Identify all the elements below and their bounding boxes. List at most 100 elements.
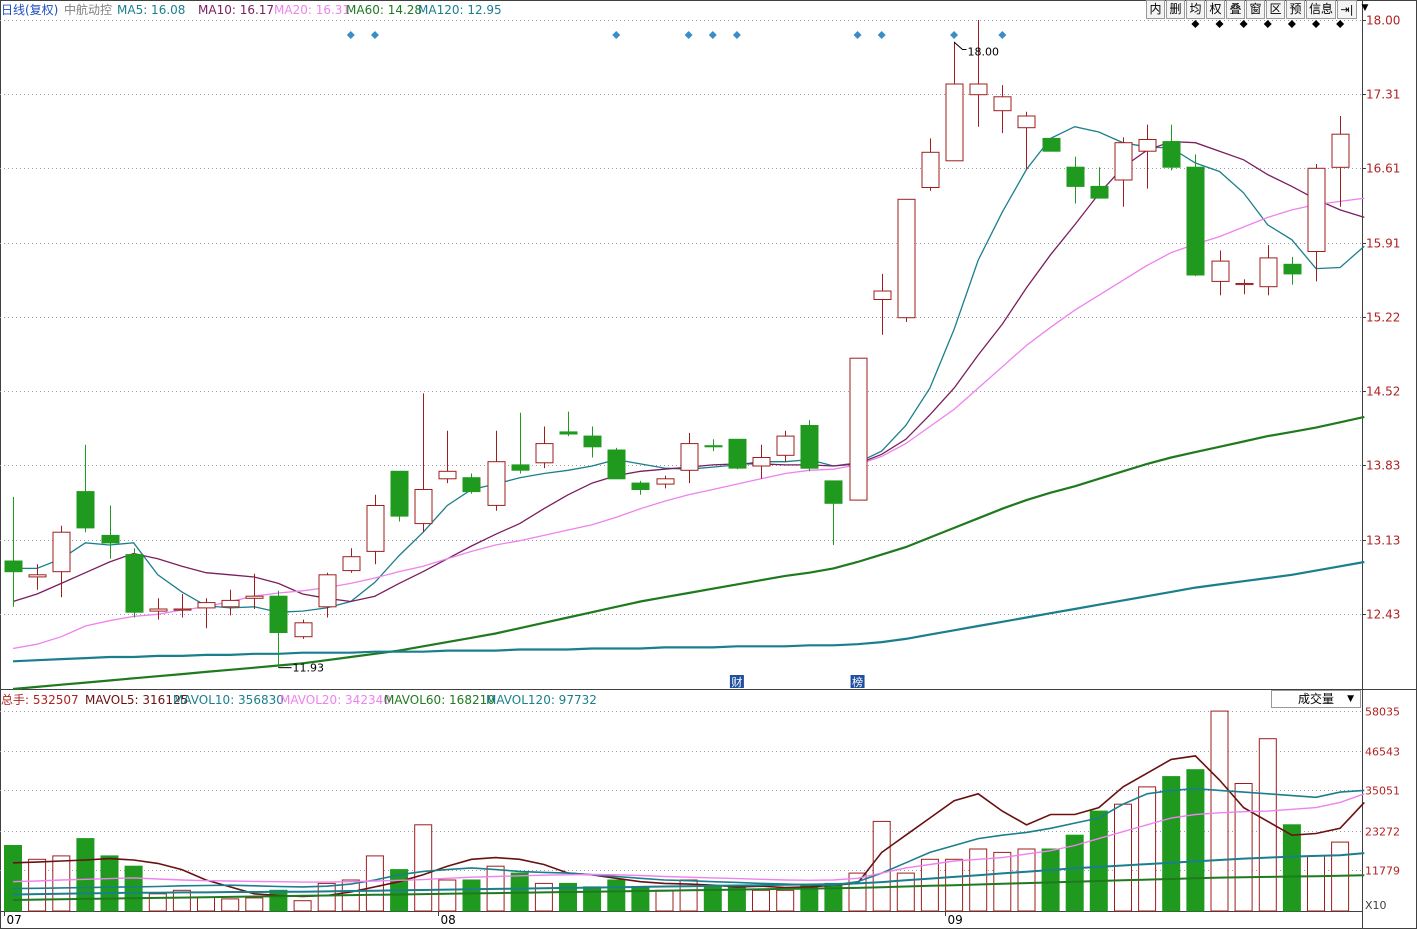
candle: [559, 411, 578, 437]
event-tag-label: 财: [731, 675, 742, 689]
volume-bar: [655, 889, 674, 912]
volume-bar: [293, 900, 312, 912]
candle-body: [1283, 263, 1302, 275]
candle: [511, 412, 530, 474]
toolbar-button-delete[interactable]: 删: [1166, 0, 1185, 19]
volume-bar: [872, 820, 891, 912]
volume-bar: [124, 865, 143, 912]
candle: [487, 430, 506, 511]
ma-line-ma120: [12, 560, 1365, 663]
candle: [1211, 250, 1230, 296]
price-tick-label: 15.91: [1366, 237, 1400, 251]
toolbar-button-overlay[interactable]: 叠: [1226, 0, 1245, 19]
volume-bar: [76, 838, 95, 912]
candle: [631, 480, 650, 495]
volume-bar: [1258, 738, 1277, 912]
candle-body: [897, 198, 916, 319]
volume-legend-item: MAVOL120: 97732: [486, 693, 597, 707]
candle: [149, 598, 168, 620]
chevron-down-icon: ▼: [1347, 694, 1354, 704]
candle-body: [197, 602, 216, 609]
diamond-marker-black: [1312, 20, 1321, 28]
volume-bar: [896, 872, 915, 912]
volume-bar: [52, 855, 71, 912]
candle: [197, 598, 216, 629]
diamond-marker: [877, 31, 886, 39]
candle: [1042, 137, 1061, 152]
candle-body: [221, 599, 240, 608]
diamond-marker: [950, 31, 959, 39]
volume-tick-label: 35051: [1365, 785, 1400, 798]
candle-body: [969, 83, 988, 96]
toolbar-button-intraday[interactable]: 内: [1146, 0, 1165, 19]
candle-body: [583, 435, 602, 448]
candle-body: [535, 443, 554, 464]
time-axis-label: 09: [948, 913, 963, 927]
candle: [1138, 124, 1157, 189]
volume-ma-line-mavol60: [12, 852, 1365, 896]
price-tick-label: 13.83: [1366, 459, 1400, 473]
volume-bar: [969, 848, 988, 912]
candle: [438, 430, 457, 484]
candle: [1283, 256, 1302, 285]
toolbar-button-window[interactable]: 窗: [1246, 0, 1265, 19]
volume-bar: [1114, 803, 1132, 912]
ma-line-ma60: [12, 415, 1365, 691]
price-tick-label: 17.31: [1366, 88, 1400, 102]
toolbar-button-average[interactable]: 均: [1186, 0, 1205, 19]
candle-body: [824, 480, 843, 504]
candle-body: [318, 574, 337, 608]
volume-ma-line-mavol10: [12, 787, 1365, 890]
candle: [776, 430, 795, 462]
collapse-arrow-icon[interactable]: ⇥|: [1337, 0, 1357, 19]
toolbar-button-rights[interactable]: 权: [1206, 0, 1225, 19]
diamond-marker-black: [1215, 20, 1224, 28]
candle: [1235, 279, 1254, 295]
price-tick-label: 13.13: [1366, 534, 1400, 548]
volume-tick-label: 23272: [1365, 826, 1400, 839]
candle: [1186, 154, 1205, 277]
candle: [824, 480, 843, 545]
volume-tick-label: 58035: [1365, 706, 1400, 719]
candle: [4, 496, 23, 607]
ma-legend-item: MA20: 16.31: [274, 3, 350, 17]
candle-body: [752, 457, 771, 467]
candle-body: [1186, 166, 1205, 276]
candle: [462, 473, 481, 494]
volume-indicator-label: 成交量: [1298, 692, 1335, 706]
toolbar-dropdown-icon[interactable]: ▼: [1361, 3, 1369, 13]
toolbar-button-info[interactable]: 信息: [1306, 0, 1336, 19]
candle-body: [52, 531, 71, 573]
toolbar-button-range[interactable]: 区: [1266, 0, 1285, 19]
candle: [318, 572, 337, 618]
candle-body: [656, 478, 675, 485]
toolbar-button-forecast[interactable]: 预: [1286, 0, 1305, 19]
ma-line-ma20: [12, 197, 1365, 650]
candle: [173, 594, 192, 618]
candle: [1331, 116, 1350, 207]
diamond-marker-black: [1336, 20, 1345, 28]
price-tick-label: 12.43: [1366, 608, 1400, 622]
diamond-marker: [998, 31, 1007, 39]
candle-body: [849, 357, 868, 501]
candle: [390, 470, 409, 522]
candle-body: [28, 574, 47, 578]
candle-body: [4, 560, 23, 573]
candle-body: [1066, 166, 1085, 187]
candle: [1259, 245, 1278, 296]
candle: [1017, 111, 1036, 170]
ma-line-ma10: [12, 140, 1365, 603]
diamond-marker-black: [1239, 20, 1248, 28]
volume-bar: [1307, 855, 1325, 912]
volume-indicator-select[interactable]: 成交量 ▼: [1271, 690, 1361, 708]
candle: [728, 438, 747, 470]
time-axis-label: 08: [441, 913, 456, 927]
candle: [101, 505, 120, 559]
volume-ma-line-mavol120: [12, 874, 1365, 901]
candle: [873, 273, 892, 335]
volume-bar: [100, 855, 119, 912]
candle: [607, 447, 626, 480]
price-tick-label: 14.52: [1366, 385, 1400, 399]
diamond-marker: [346, 31, 355, 39]
